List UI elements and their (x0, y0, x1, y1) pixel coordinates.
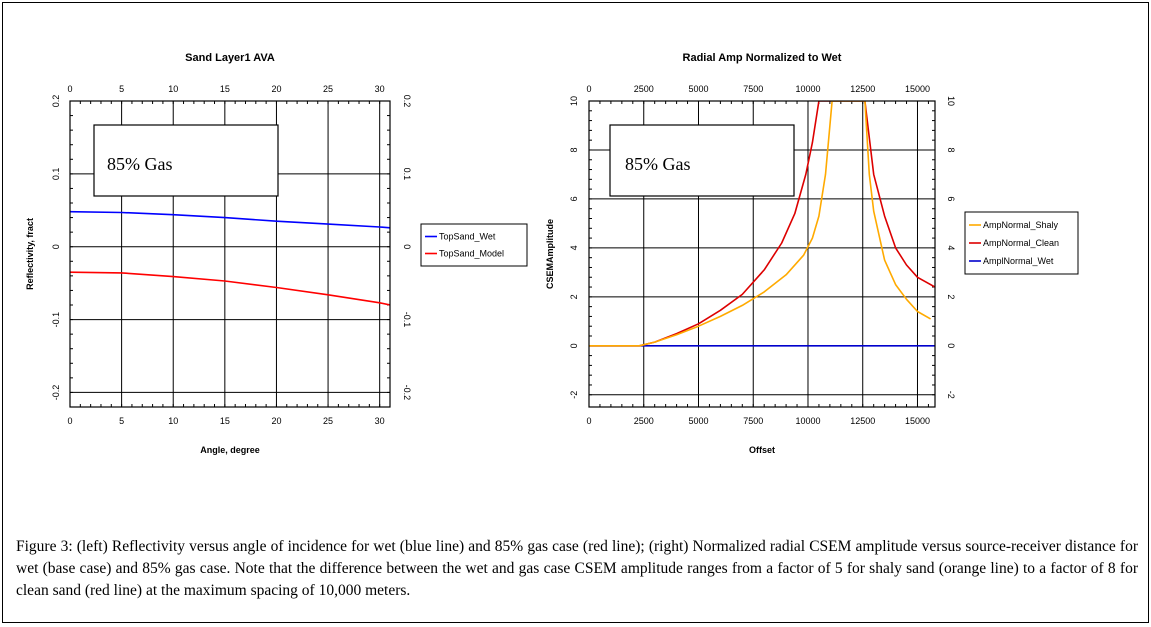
legend-label-AmplNormal_Wet: AmplNormal_Wet (983, 256, 1054, 266)
y-tick-label-left: 0 (51, 244, 61, 249)
series-line-TopSand_Wet (70, 210, 390, 229)
legend: AmpNormal_Shaly AmpNormal_Clean AmplNormal… (964, 211, 1079, 275)
annotation-box (93, 124, 279, 197)
x-tick-label-bottom: 25 (323, 416, 333, 426)
y-tick-label-right: 0 (402, 244, 412, 249)
chart-title: Radial Amp Normalized to Wet (683, 52, 842, 64)
x-tick-label-bottom: 30 (375, 416, 385, 426)
csem-chart: Radial Amp Normalized to Wet 0 0 2500 2500 50… (545, 52, 1079, 455)
annotation-text: 85% Gas (625, 154, 691, 174)
y-tick-label-left: 8 (569, 147, 579, 152)
x-tick-label-top: 5 (119, 84, 124, 94)
x-axis-label: Offset (749, 445, 775, 455)
y-tick-label-left: 0.1 (51, 168, 61, 181)
legend-box (420, 223, 528, 267)
x-tick-label-bottom: 2500 (634, 416, 654, 426)
x-tick-label-top: 7500 (743, 84, 763, 94)
y-tick-label-right: 0.2 (402, 95, 412, 108)
series-line-TopSand_Model (70, 271, 390, 306)
x-tick-label-bottom: 5 (119, 416, 124, 426)
annotation-text: 85% Gas (107, 154, 173, 174)
figure-caption: Figure 3: (left) Reflectivity versus ang… (16, 538, 1138, 599)
x-tick-label-top: 5000 (688, 84, 708, 94)
legend: TopSand_Wet TopSand_Model (420, 223, 528, 267)
y-tick-label-left: -0.1 (51, 312, 61, 328)
y-tick-label-left: -0.2 (51, 385, 61, 401)
legend-label-AmpNormal_Clean: AmpNormal_Clean (983, 238, 1059, 248)
annotation-box (609, 124, 795, 197)
y-axis-label: CSEMAmplitude (545, 219, 555, 289)
y-tick-label-right: 8 (946, 147, 956, 152)
legend-label-TopSand_Wet: TopSand_Wet (439, 232, 496, 242)
x-tick-label-bottom: 0 (586, 416, 591, 426)
legend-label-TopSand_Model: TopSand_Model (439, 249, 504, 259)
y-tick-label-right: 0 (946, 343, 956, 348)
plot-frame (69, 100, 391, 408)
x-tick-label-top: 0 (67, 84, 72, 94)
x-tick-label-top: 25 (323, 84, 333, 94)
plot-frame (588, 100, 936, 408)
legend-box (964, 211, 1079, 275)
x-tick-label-bottom: 0 (67, 416, 72, 426)
y-tick-label-left: 0.2 (51, 95, 61, 108)
y-tick-label-left: 4 (569, 245, 579, 250)
x-tick-label-top: 15 (220, 84, 230, 94)
x-tick-label-top: 10000 (795, 84, 820, 94)
x-tick-label-bottom: 7500 (743, 416, 763, 426)
y-tick-label-right: -0.2 (402, 385, 412, 401)
x-axis-label: Angle, degree (200, 445, 260, 455)
chart-title: Sand Layer1 AVA (185, 52, 275, 64)
y-tick-label-left: 10 (569, 96, 579, 106)
y-tick-label-left: 0 (569, 343, 579, 348)
y-tick-label-right: 4 (946, 245, 956, 250)
x-tick-label-bottom: 15000 (905, 416, 930, 426)
y-tick-label-right: -2 (946, 391, 956, 399)
x-tick-label-top: 30 (375, 84, 385, 94)
legend-label-AmpNormal_Shaly: AmpNormal_Shaly (983, 220, 1059, 230)
y-tick-label-right: 10 (946, 96, 956, 106)
y-tick-label-left: 2 (569, 294, 579, 299)
x-tick-label-top: 20 (271, 84, 281, 94)
y-tick-label-left: -2 (569, 391, 579, 399)
y-tick-label-right: 0.1 (402, 168, 412, 181)
x-tick-label-top: 10 (168, 84, 178, 94)
series-line-AmpNormal_Shaly (589, 101, 931, 347)
x-tick-label-bottom: 12500 (850, 416, 875, 426)
ava-chart: Sand Layer1 AVA 0 0 5 5 10 10 15 15 20 20 25 25 30 30 -… (25, 52, 528, 455)
y-tick-label-left: 6 (569, 196, 579, 201)
x-tick-label-bottom: 20 (271, 416, 281, 426)
x-tick-label-bottom: 15 (220, 416, 230, 426)
y-tick-label-right: 6 (946, 196, 956, 201)
x-tick-label-bottom: 10 (168, 416, 178, 426)
x-tick-label-bottom: 5000 (688, 416, 708, 426)
series-line-AmpNormal_Clean (589, 101, 935, 347)
y-tick-label-right: 2 (946, 294, 956, 299)
x-tick-label-top: 15000 (905, 84, 930, 94)
x-tick-label-top: 12500 (850, 84, 875, 94)
y-axis-label: Reflectivity, fract (25, 218, 35, 290)
x-tick-label-bottom: 10000 (795, 416, 820, 426)
y-tick-label-right: -0.1 (402, 312, 412, 328)
x-tick-label-top: 0 (586, 84, 591, 94)
x-tick-label-top: 2500 (634, 84, 654, 94)
